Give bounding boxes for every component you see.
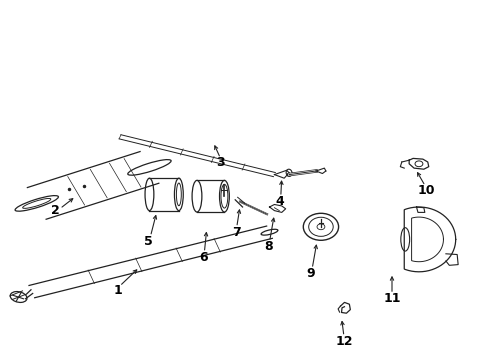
Text: 11: 11 bbox=[383, 292, 401, 305]
Text: 6: 6 bbox=[199, 251, 208, 264]
Text: 8: 8 bbox=[265, 240, 273, 253]
Text: 1: 1 bbox=[113, 284, 122, 297]
Text: 10: 10 bbox=[417, 184, 435, 197]
Text: 3: 3 bbox=[216, 156, 225, 169]
Text: 12: 12 bbox=[335, 335, 353, 348]
Text: 9: 9 bbox=[307, 267, 316, 280]
Text: 5: 5 bbox=[144, 235, 153, 248]
Text: 2: 2 bbox=[50, 204, 59, 217]
Text: 7: 7 bbox=[232, 226, 241, 239]
Text: 4: 4 bbox=[276, 195, 285, 208]
